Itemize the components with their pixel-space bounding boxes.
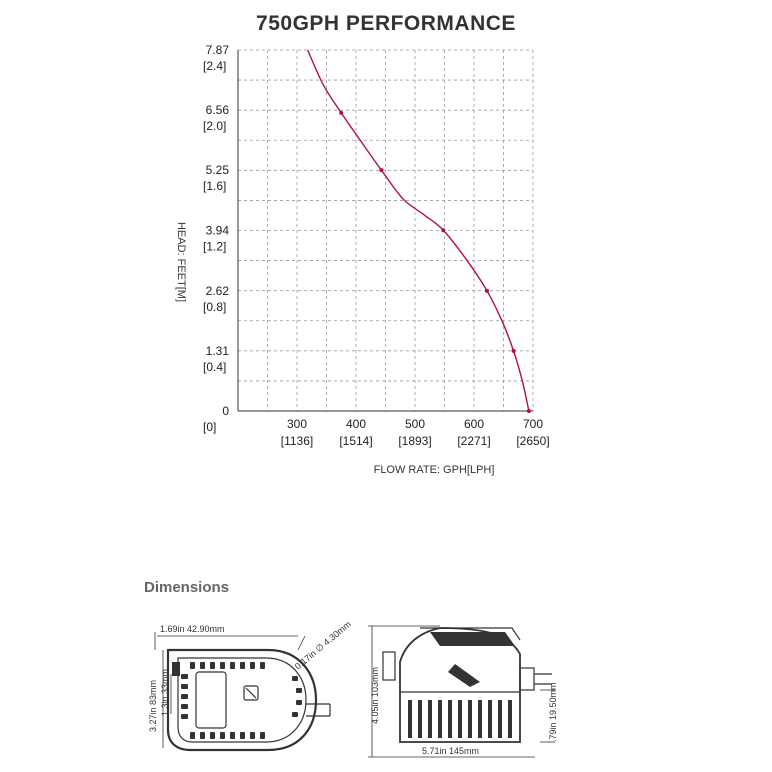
- y-tick-label: 7.87: [206, 43, 230, 57]
- y-tick-sublabel: [1.2]: [203, 239, 226, 253]
- x-tick-label: 300: [287, 417, 307, 431]
- y-tick-label: 1.31: [206, 344, 230, 358]
- y-tick-label: 2.62: [206, 284, 230, 298]
- dim-height-inner: 1.3in 33mm: [160, 669, 170, 716]
- dim-side-height: 4.05in 103mm: [370, 667, 380, 724]
- dimensions-heading: Dimensions: [144, 579, 230, 596]
- pump-side-fill: [408, 632, 515, 738]
- y-tick-sublabel: [0]: [203, 420, 216, 434]
- x-tick-label: 600: [464, 417, 484, 431]
- y-tick-sublabel: [2.4]: [203, 59, 226, 73]
- dim-side-width: 5.71in 145mm: [422, 746, 479, 756]
- x-tick-label: 500: [405, 417, 425, 431]
- x-tick-sublabel: [2271]: [457, 434, 490, 448]
- x-axis-label: FLOW RATE: GPH[LPH]: [374, 464, 495, 476]
- y-tick-label: 3.94: [206, 223, 230, 237]
- x-tick-sublabel: [1514]: [339, 434, 372, 448]
- data-point: [379, 168, 384, 173]
- tick-labels: 0 [0] 1.31 [0.4] 2.62 [0.8] 3.94 [1.2] 5.25 [1.6]…: [203, 43, 550, 448]
- dim-top-width: 1.69in 42.90mm: [160, 624, 225, 634]
- x-tick-sublabel: [1136]: [281, 434, 313, 448]
- dim-diameter: 0.17in ∅ 4.30mm: [293, 619, 353, 672]
- dim-height-total: 3.27in 83mm: [148, 680, 158, 732]
- axes: [237, 49, 534, 412]
- x-tick-sublabel: [1893]: [398, 434, 431, 448]
- y-tick-sublabel: [0.4]: [203, 360, 226, 374]
- y-tick-sublabel: [2.0]: [203, 119, 226, 133]
- data-point: [484, 288, 489, 293]
- curve-layer: [306, 49, 531, 413]
- x-tick-label: 400: [346, 417, 366, 431]
- pump-top-view: [154, 632, 331, 752]
- chart-title: 750GPH PERFORMANCE: [256, 12, 516, 35]
- pump-side-view: [368, 625, 555, 758]
- data-point: [526, 409, 531, 413]
- y-tick-label: 5.25: [206, 163, 230, 177]
- grid: [238, 50, 533, 411]
- dim-side-outlet: .79in 19.50mm: [548, 682, 558, 742]
- x-tick-sublabel: [2650]: [516, 434, 549, 448]
- y-tick-label: 0: [222, 404, 229, 418]
- performance-chart: 0 [0] 1.31 [0.4] 2.62 [0.8] 3.94 [1.2] 5.25 [1.6]…: [175, 43, 550, 476]
- dimensions-drawing: 1.69in 42.90mm 0.17in ∅ 4.30mm 3.27in 83…: [148, 619, 558, 758]
- performance-curve: [306, 49, 530, 412]
- y-tick-label: 6.56: [206, 103, 230, 117]
- y-tick-sublabel: [1.6]: [203, 179, 226, 193]
- y-tick-sublabel: [0.8]: [203, 300, 226, 314]
- x-tick-label: 700: [523, 417, 543, 431]
- data-point: [511, 348, 516, 353]
- y-axis-label: HEAD: FEET[M]: [175, 222, 187, 302]
- data-point: [339, 110, 344, 115]
- data-point: [441, 228, 446, 233]
- pump-top-vents: [172, 662, 302, 739]
